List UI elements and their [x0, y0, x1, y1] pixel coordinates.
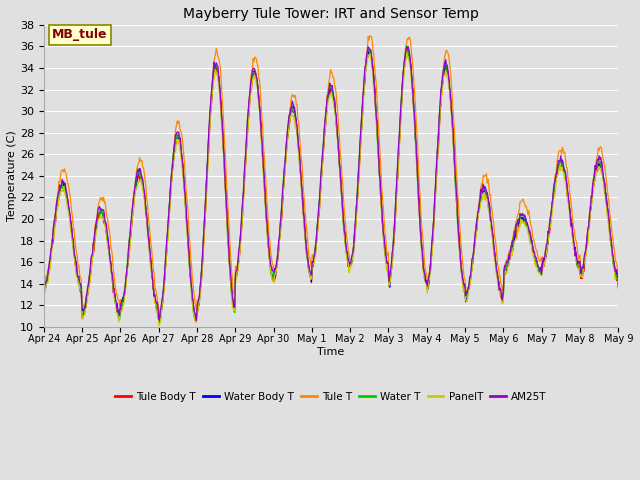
X-axis label: Time: Time [317, 347, 344, 357]
Text: MB_tule: MB_tule [52, 28, 108, 41]
Y-axis label: Temperature (C): Temperature (C) [7, 131, 17, 221]
Title: Mayberry Tule Tower: IRT and Sensor Temp: Mayberry Tule Tower: IRT and Sensor Temp [183, 7, 479, 21]
Legend: Tule Body T, Water Body T, Tule T, Water T, PanelT, AM25T: Tule Body T, Water Body T, Tule T, Water… [111, 388, 551, 406]
